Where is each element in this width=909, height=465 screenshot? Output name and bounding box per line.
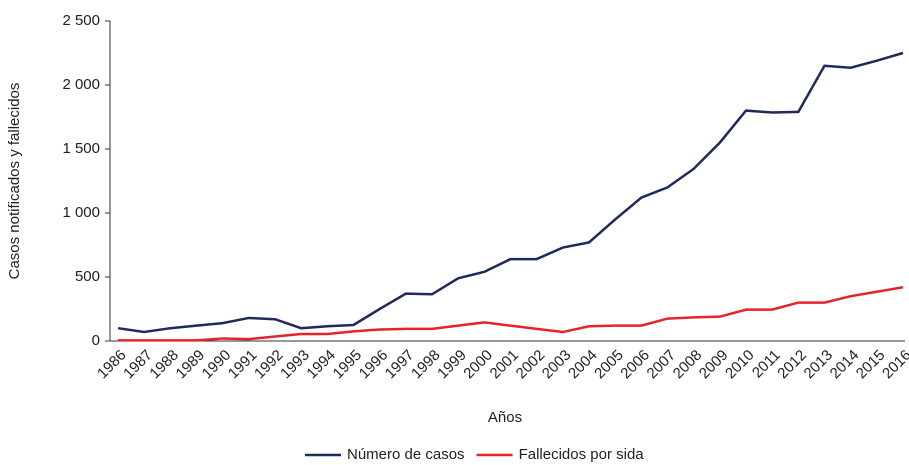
x-tick-label: 2009: [696, 347, 732, 383]
x-tick-label: 2008: [670, 347, 706, 383]
x-tick-label: 2001: [487, 347, 523, 383]
x-tick-label: 2002: [513, 347, 549, 383]
x-tick-label: 2015: [853, 347, 889, 383]
y-tick-label: 1 500: [62, 140, 100, 157]
x-tick-label: 1996: [356, 347, 392, 383]
x-tick-label: 1990: [199, 347, 235, 383]
series-line: [117, 51, 904, 334]
x-tick-label: 2010: [722, 347, 758, 383]
y-tick-label: 500: [75, 268, 100, 285]
x-tick-label: 2013: [801, 347, 837, 383]
x-tick-label: 1988: [146, 347, 182, 383]
x-axis-title: Años: [488, 409, 522, 426]
x-tick-label: 1997: [382, 347, 418, 383]
x-tick-label: 1991: [225, 347, 261, 383]
x-tick-label: 1986: [94, 347, 130, 383]
y-tick-label: 2 000: [62, 76, 100, 93]
series-line: [118, 286, 904, 342]
x-tick-label: 2012: [774, 347, 810, 383]
x-tick-label: 1994: [303, 347, 339, 383]
x-tick-label: 2016: [879, 347, 909, 383]
x-tick-label: 2004: [565, 347, 601, 383]
x-tick-label: 1999: [434, 347, 470, 383]
x-tick-label: 2011: [749, 347, 784, 382]
y-tick-label: 0: [92, 332, 100, 349]
legend-label: Número de casos: [347, 446, 465, 463]
x-tick-label: 2000: [460, 347, 496, 383]
x-tick-label: 2007: [644, 347, 680, 383]
x-tick-label: 1993: [277, 347, 313, 383]
x-tick-label: 1995: [330, 347, 366, 383]
x-tick-label: 1987: [120, 347, 156, 383]
x-tick-label: 2005: [591, 347, 627, 383]
y-tick-label: 1 000: [62, 204, 100, 221]
x-tick-label: 2014: [827, 347, 863, 383]
legend-label: Fallecidos por sida: [519, 446, 645, 463]
x-tick-label: 1998: [408, 347, 444, 383]
x-tick-label: 1992: [251, 347, 287, 383]
x-tick-label: 1989: [173, 347, 209, 383]
y-axis-title: Casos notificados y fallecidos: [6, 83, 23, 280]
x-tick-label: 2006: [617, 347, 653, 383]
x-tick-label: 2003: [539, 347, 575, 383]
y-tick-label: 2 500: [62, 12, 100, 29]
